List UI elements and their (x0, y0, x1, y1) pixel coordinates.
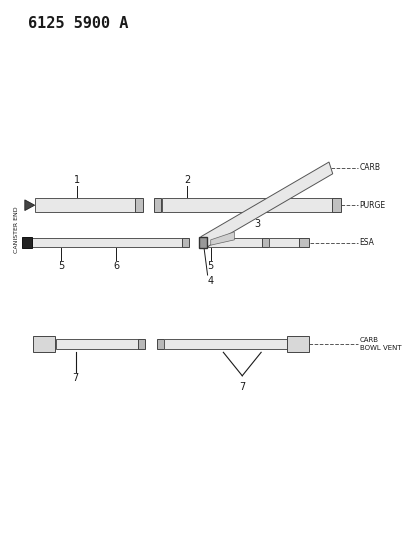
Bar (35, 198, 136, 212)
Text: 1: 1 (74, 175, 80, 185)
Bar (22, 237, 32, 248)
Polygon shape (25, 200, 35, 211)
Text: CARB: CARB (359, 164, 381, 172)
Text: 5: 5 (58, 261, 64, 271)
Bar (32, 238, 182, 247)
Bar (138, 339, 145, 349)
Text: 3: 3 (254, 219, 260, 229)
Bar (269, 238, 299, 247)
Polygon shape (211, 232, 234, 245)
Bar (162, 198, 333, 212)
Text: ESA: ESA (359, 238, 375, 247)
Text: 7: 7 (73, 373, 79, 383)
Bar (157, 339, 164, 349)
Bar (299, 238, 309, 247)
Text: PURGE: PURGE (359, 201, 386, 209)
Text: 7: 7 (239, 382, 245, 392)
Bar (262, 238, 268, 247)
Bar (287, 336, 308, 352)
Text: 6: 6 (113, 261, 119, 271)
Bar (135, 198, 143, 212)
Bar (33, 336, 55, 352)
Polygon shape (201, 162, 333, 248)
Bar (55, 339, 139, 349)
Text: 4: 4 (208, 276, 214, 286)
Text: CARB
BOWL VENT: CARB BOWL VENT (359, 337, 401, 351)
Text: 2: 2 (184, 175, 190, 185)
Text: 6125 5900 A: 6125 5900 A (28, 16, 128, 31)
Bar (332, 198, 341, 212)
Bar (208, 238, 262, 247)
Text: 5: 5 (208, 261, 214, 271)
Text: CANISTER END: CANISTER END (14, 206, 19, 253)
Bar (199, 237, 207, 248)
Bar (164, 339, 290, 349)
Bar (182, 238, 188, 247)
Bar (154, 198, 162, 212)
